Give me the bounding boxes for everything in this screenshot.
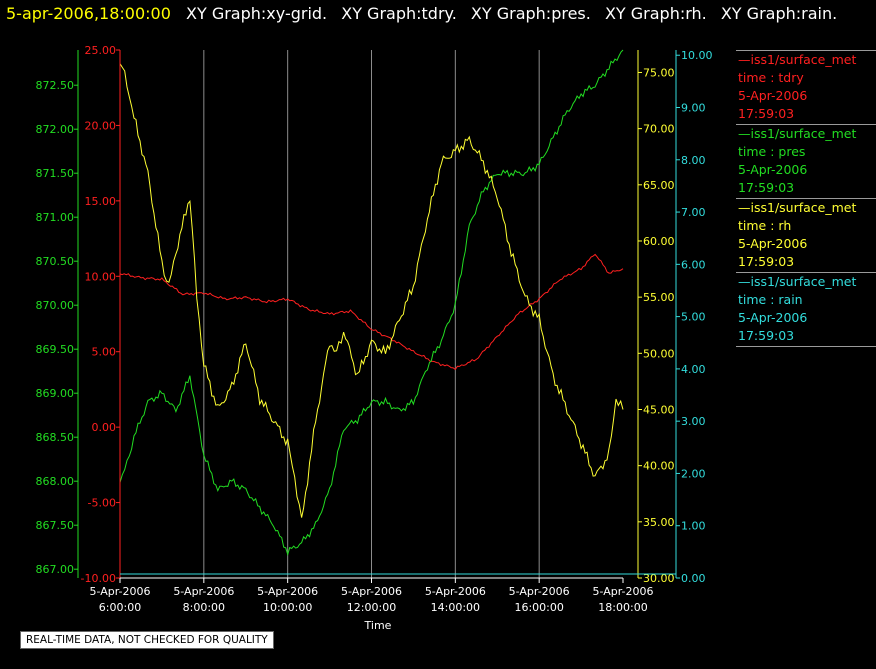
tick-label-rain: 0.00 <box>681 572 706 585</box>
tick-label-rh: 55.00 <box>643 291 675 304</box>
legend-source: —iss1/surface_met <box>738 200 857 215</box>
tick-label-rh: 60.00 <box>643 235 675 248</box>
x-tick-time: 18:00:00 <box>598 601 647 614</box>
tick-label-rain: 4.00 <box>681 363 706 376</box>
tick-label-rain: 8.00 <box>681 154 706 167</box>
legend-variable: time : rain <box>738 292 803 307</box>
tick-label-rh: 50.00 <box>643 347 675 360</box>
x-tick-date: 5-Apr-2006 <box>89 585 150 598</box>
x-tick-time: 8:00:00 <box>183 601 225 614</box>
header-bar: 5-apr-2006,18:00:00 XY Graph:xy-grid. XY… <box>6 2 846 26</box>
x-tick-date: 5-Apr-2006 <box>425 585 486 598</box>
x-tick-time: 14:00:00 <box>431 601 480 614</box>
tick-label-rh: 75.00 <box>643 66 675 79</box>
tick-label-pres: 871.50 <box>36 167 75 180</box>
tick-label-pres: 869.00 <box>36 387 75 400</box>
header-graph-rh[interactable]: XY Graph:rh. <box>604 4 707 23</box>
legend-variable: time : tdry <box>738 70 804 85</box>
series-line-pres <box>119 49 624 557</box>
tick-label-rain: 10.00 <box>681 49 713 62</box>
quality-disclaimer: REAL-TIME DATA, NOT CHECKED FOR QUALITY <box>20 631 274 649</box>
x-tick-date: 5-Apr-2006 <box>509 585 570 598</box>
legend-date: 5-Apr-2006 <box>738 236 808 251</box>
tick-label-rain: 2.00 <box>681 467 706 480</box>
tick-label-pres: 870.00 <box>36 299 75 312</box>
legend-variable: time : rh <box>738 218 792 233</box>
legend-variable: time : pres <box>738 144 806 159</box>
legend-time: 17:59:03 <box>738 106 795 121</box>
x-axis-label: Time <box>364 619 392 632</box>
legend-source: —iss1/surface_met <box>738 126 857 141</box>
legend-date: 5-Apr-2006 <box>738 88 808 103</box>
tick-label-tdry: 20.00 <box>85 119 117 132</box>
tick-label-tdry: 0.00 <box>92 421 117 434</box>
tick-label-rh: 30.00 <box>643 572 675 585</box>
legend-entry-pres[interactable]: —iss1/surface_met time : pres 5-Apr-2006… <box>736 124 876 198</box>
tick-label-rain: 9.00 <box>681 102 706 115</box>
header-graph-xy-grid[interactable]: XY Graph:xy-grid. <box>186 4 328 23</box>
legend-date: 5-Apr-2006 <box>738 310 808 325</box>
tick-label-rh: 70.00 <box>643 123 675 136</box>
tick-label-tdry: -10.00 <box>81 572 116 585</box>
tick-label-rain: 5.00 <box>681 311 706 324</box>
x-tick-time: 16:00:00 <box>514 601 563 614</box>
tick-label-rain: 6.00 <box>681 258 706 271</box>
tick-label-pres: 872.50 <box>36 79 75 92</box>
tick-label-rain: 7.00 <box>681 206 706 219</box>
tick-label-tdry: 5.00 <box>92 346 117 359</box>
series-line-tdry <box>119 253 624 371</box>
x-tick-date: 5-Apr-2006 <box>173 585 234 598</box>
x-tick-time: 12:00:00 <box>347 601 396 614</box>
tick-label-pres: 869.50 <box>36 343 75 356</box>
tick-label-pres: 871.00 <box>36 211 75 224</box>
tick-label-rain: 3.00 <box>681 415 706 428</box>
legend: —iss1/surface_met time : tdry 5-Apr-2006… <box>736 50 876 347</box>
legend-entry-tdry[interactable]: —iss1/surface_met time : tdry 5-Apr-2006… <box>736 50 876 124</box>
tick-label-rh: 40.00 <box>643 460 675 473</box>
tick-label-rain: 1.00 <box>681 520 706 533</box>
legend-time: 17:59:03 <box>738 254 795 269</box>
legend-time: 17:59:03 <box>738 180 795 195</box>
tick-label-pres: 870.50 <box>36 255 75 268</box>
tick-label-rh: 45.00 <box>643 403 675 416</box>
tick-label-tdry: -5.00 <box>88 497 116 510</box>
header-graph-pres[interactable]: XY Graph:pres. <box>470 4 591 23</box>
tick-label-pres: 867.00 <box>36 563 75 576</box>
x-tick-date: 5-Apr-2006 <box>257 585 318 598</box>
legend-source: —iss1/surface_met <box>738 274 857 289</box>
tick-label-pres: 868.00 <box>36 475 75 488</box>
series-line-rh <box>119 63 624 518</box>
header-graph-rain[interactable]: XY Graph:rain. <box>720 4 838 23</box>
legend-entry-rh[interactable]: —iss1/surface_met time : rh 5-Apr-2006 1… <box>736 198 876 272</box>
tick-label-pres: 868.50 <box>36 431 75 444</box>
x-tick-date: 5-Apr-2006 <box>592 585 653 598</box>
x-tick-time: 10:00:00 <box>263 601 312 614</box>
x-tick-time: 6:00:00 <box>99 601 141 614</box>
legend-time: 17:59:03 <box>738 328 795 343</box>
x-tick-date: 5-Apr-2006 <box>341 585 402 598</box>
header-graph-tdry[interactable]: XY Graph:tdry. <box>341 4 457 23</box>
tick-label-pres: 872.00 <box>36 123 75 136</box>
legend-source: —iss1/surface_met <box>738 52 857 67</box>
tick-label-tdry: 10.00 <box>85 270 117 283</box>
tick-label-tdry: 15.00 <box>85 195 117 208</box>
header-timestamp: 5-apr-2006,18:00:00 <box>6 4 171 23</box>
legend-entry-rain[interactable]: —iss1/surface_met time : rain 5-Apr-2006… <box>736 272 876 347</box>
tick-label-rh: 35.00 <box>643 516 675 529</box>
tick-label-tdry: 25.00 <box>85 44 117 57</box>
tick-label-pres: 867.50 <box>36 519 75 532</box>
legend-date: 5-Apr-2006 <box>738 162 808 177</box>
tick-label-rh: 65.00 <box>643 179 675 192</box>
